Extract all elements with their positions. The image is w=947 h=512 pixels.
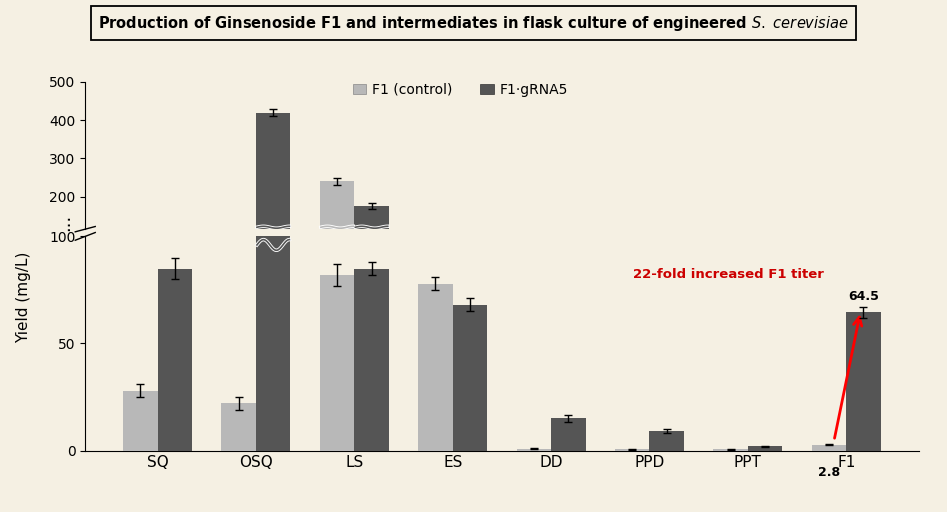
Bar: [157, 241, 192, 273]
Bar: [354, 268, 389, 451]
Bar: [551, 267, 585, 273]
Text: Yield (mg/L): Yield (mg/L): [16, 251, 31, 343]
Text: 64.5: 64.5: [849, 290, 879, 303]
Bar: [222, 403, 256, 451]
Legend: F1 (control), F1·gRNA5: F1 (control), F1·gRNA5: [347, 77, 574, 102]
Text: 2.8: 2.8: [818, 465, 840, 479]
Text: ...: ...: [55, 214, 74, 231]
Bar: [123, 263, 157, 273]
Bar: [256, 113, 291, 273]
Bar: [615, 450, 650, 451]
Bar: [748, 446, 782, 451]
Bar: [812, 444, 847, 451]
Bar: [812, 272, 847, 273]
Text: Production of Ginsenoside F1 and intermediates in flask culture of engineered $\: Production of Ginsenoside F1 and interme…: [98, 13, 849, 33]
Bar: [256, 0, 291, 451]
Bar: [419, 284, 453, 451]
Bar: [419, 243, 453, 273]
Bar: [517, 449, 551, 451]
Bar: [123, 391, 157, 451]
Bar: [157, 268, 192, 451]
Bar: [551, 418, 585, 451]
Bar: [847, 248, 881, 273]
Bar: [453, 247, 487, 273]
Bar: [320, 181, 354, 273]
Bar: [713, 450, 748, 451]
Bar: [354, 206, 389, 273]
Bar: [847, 312, 881, 451]
Bar: [453, 305, 487, 451]
Bar: [222, 265, 256, 273]
Bar: [650, 270, 684, 273]
Bar: [320, 275, 354, 451]
Bar: [650, 431, 684, 451]
Text: 22-fold increased F1 titer: 22-fold increased F1 titer: [633, 268, 824, 282]
Bar: [748, 272, 782, 273]
